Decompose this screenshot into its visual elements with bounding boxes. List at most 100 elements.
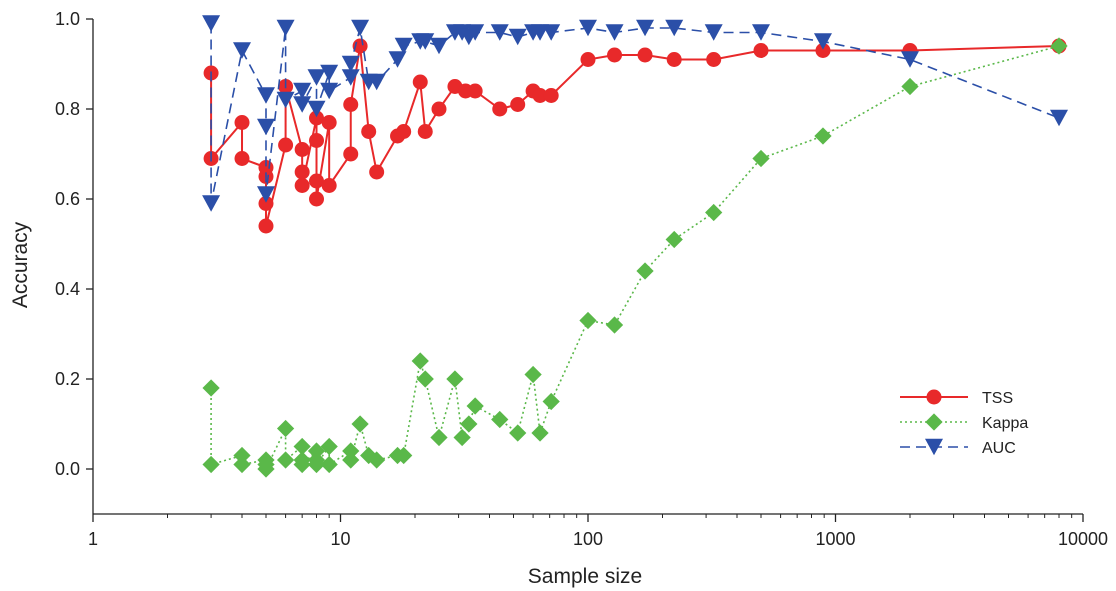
data-point-auc	[320, 82, 339, 100]
data-point-auc	[256, 186, 275, 203]
data-point-kappa	[665, 230, 683, 249]
data-point-tss	[543, 88, 559, 103]
legend-item-kappa: Kappa	[900, 413, 1028, 432]
y-tick-label: 0.2	[55, 369, 80, 389]
data-point-kappa	[901, 77, 919, 96]
data-point-kappa	[411, 352, 429, 370]
legend-label-auc: AUC	[982, 440, 1016, 457]
data-point-kappa	[276, 451, 295, 469]
data-point-tss	[510, 97, 526, 112]
x-axis-title: Sample size	[528, 565, 642, 588]
data-point-kappa	[814, 127, 832, 145]
data-point-auc	[1050, 109, 1069, 127]
data-point-auc	[901, 51, 920, 68]
data-point-kappa	[276, 419, 295, 438]
data-point-auc	[490, 24, 509, 41]
data-point-kappa	[1050, 37, 1068, 55]
data-point-tss	[753, 43, 769, 58]
data-point-kappa	[460, 415, 478, 433]
legend-item-tss: TSS	[900, 389, 1013, 407]
data-point-tss	[294, 178, 310, 193]
data-point-tss	[309, 173, 325, 189]
data-point-auc	[508, 28, 527, 46]
data-point-auc	[388, 51, 407, 68]
y-tick-label: 1.0	[55, 9, 80, 29]
y-axis-title: Accuracy	[9, 221, 32, 308]
data-point-tss	[234, 115, 250, 130]
data-point-tss	[321, 178, 337, 193]
x-tick-label: 1	[88, 529, 98, 549]
data-point-tss	[309, 191, 325, 207]
data-point-kappa	[705, 203, 723, 222]
data-point-kappa	[542, 392, 560, 411]
data-point-auc	[751, 24, 770, 41]
data-point-tss	[361, 124, 377, 139]
y-tick-label: 0.4	[55, 279, 80, 299]
data-point-kappa	[293, 437, 311, 456]
series-kappa	[202, 37, 1068, 478]
series-line-kappa	[210, 45, 1060, 470]
data-point-kappa	[395, 446, 413, 465]
data-point-auc	[202, 195, 221, 212]
data-point-kappa	[446, 370, 464, 388]
data-point-kappa	[524, 365, 542, 384]
data-point-kappa	[257, 460, 275, 478]
plot-series	[202, 15, 1069, 478]
data-point-kappa	[466, 397, 484, 415]
data-point-tss	[278, 137, 294, 153]
data-point-auc	[429, 37, 448, 55]
data-point-auc	[813, 33, 832, 50]
data-point-auc	[367, 73, 386, 91]
axes: 0.0 0.2 0.4 0.6 0.8 1.0 1 10 100 1000 10000	[55, 9, 1108, 549]
data-point-auc	[276, 19, 295, 37]
y-tick-label: 0.6	[55, 189, 80, 209]
data-point-kappa	[202, 455, 220, 474]
data-point-tss	[412, 74, 428, 90]
data-point-auc	[256, 87, 275, 104]
data-point-tss	[258, 196, 274, 211]
data-point-tss	[234, 151, 250, 166]
data-point-kappa	[293, 455, 311, 474]
series-line-tss	[210, 45, 1060, 227]
data-point-auc	[341, 55, 360, 73]
data-point-tss	[431, 101, 447, 117]
data-point-auc	[665, 19, 684, 37]
data-point-auc	[704, 24, 723, 41]
data-point-auc	[233, 42, 252, 59]
legend-marker-auc	[925, 438, 943, 456]
data-point-tss	[396, 124, 412, 139]
data-point-tss	[580, 52, 596, 67]
data-point-auc	[256, 118, 275, 136]
data-point-auc	[416, 33, 435, 50]
data-point-auc	[293, 96, 312, 113]
data-point-auc	[351, 19, 370, 37]
data-point-kappa	[233, 446, 251, 465]
data-point-kappa	[605, 316, 624, 334]
data-point-auc	[307, 100, 326, 118]
data-point-tss	[369, 164, 385, 180]
data-point-kappa	[491, 410, 509, 429]
data-point-tss	[294, 142, 310, 157]
data-point-tss	[258, 218, 274, 234]
data-point-kappa	[202, 379, 220, 397]
data-point-tss	[343, 146, 359, 162]
data-point-kappa	[307, 455, 326, 474]
data-point-kappa	[416, 370, 434, 388]
data-point-auc	[542, 24, 561, 41]
x-tick-label: 1000	[815, 529, 855, 549]
data-point-tss	[309, 110, 325, 126]
data-point-kappa	[453, 428, 471, 447]
data-point-tss	[294, 164, 310, 180]
x-tick-label: 10000	[1058, 529, 1108, 549]
data-point-kappa	[509, 424, 527, 442]
data-point-auc	[307, 69, 326, 86]
data-point-kappa	[579, 311, 597, 330]
data-point-tss	[467, 83, 483, 99]
data-point-kappa	[342, 442, 360, 460]
data-point-kappa	[320, 455, 338, 474]
data-point-tss	[637, 47, 653, 63]
data-point-auc	[341, 69, 360, 86]
series-line-auc	[210, 23, 1060, 204]
legend: TSS Kappa AUC	[900, 389, 1028, 457]
